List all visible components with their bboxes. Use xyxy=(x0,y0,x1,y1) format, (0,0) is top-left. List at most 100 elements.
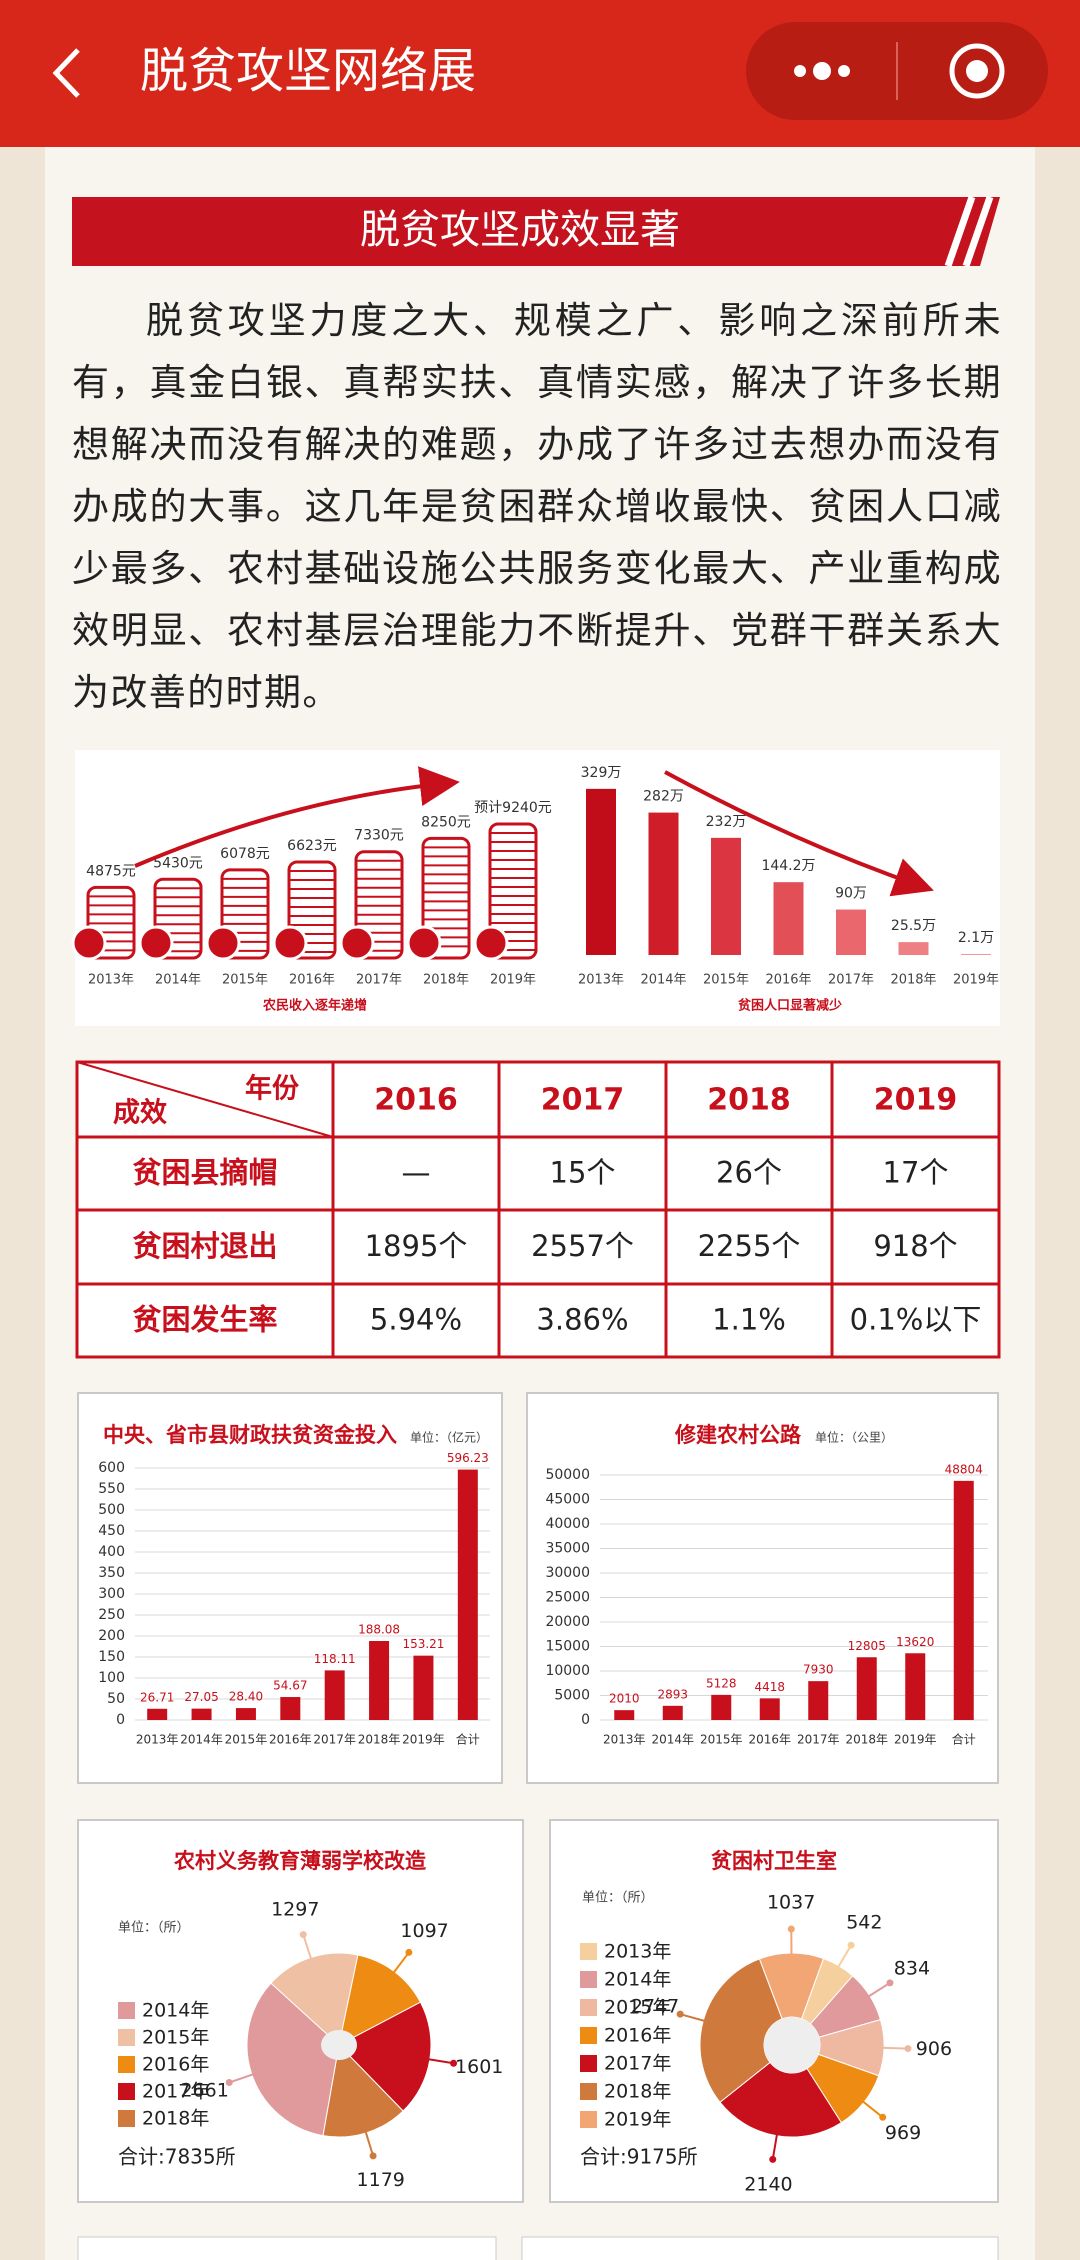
bar xyxy=(662,1705,683,1720)
legend-label: 2016年 xyxy=(604,2025,671,2047)
chart-total: 合计:9175所 xyxy=(580,2145,698,2169)
leader-line xyxy=(228,2071,258,2084)
value-label: 27.05 xyxy=(184,1690,218,1704)
x-tick-label: 2016年 xyxy=(748,1733,791,1747)
bar xyxy=(413,1655,434,1720)
x-tick-label: 2014年 xyxy=(180,1733,223,1747)
coin-icon xyxy=(138,925,174,961)
bar xyxy=(898,942,929,955)
y-tick-label: 15000 xyxy=(545,1639,590,1655)
table-column-header: 2019 xyxy=(874,1083,958,1118)
legend-swatch xyxy=(580,2083,597,2100)
bar xyxy=(147,1708,168,1720)
y-tick-label: 200 xyxy=(98,1628,125,1644)
x-tick-label: 2018年 xyxy=(423,973,469,988)
legend-label: 2017年 xyxy=(142,2081,209,2103)
chart-unit: 单位：（亿元） xyxy=(410,1430,488,1445)
leader-dot xyxy=(904,2045,912,2053)
legend-label: 2015年 xyxy=(142,2027,209,2049)
x-tick-label: 2013年 xyxy=(603,1733,646,1747)
value-label: 1037 xyxy=(767,1892,815,1914)
close-button[interactable] xyxy=(949,43,1005,99)
x-tick-label: 2017年 xyxy=(356,973,402,988)
coin-icon xyxy=(272,925,308,961)
value-label: 144.2万 xyxy=(761,858,815,874)
table-column-header: 2018 xyxy=(707,1083,791,1118)
legend-label: 2014年 xyxy=(142,2000,209,2022)
coin-icon xyxy=(339,925,375,961)
x-tick-label: 2014年 xyxy=(651,1733,694,1747)
x-tick-label: 2013年 xyxy=(88,973,134,988)
legend-swatch xyxy=(118,2002,135,2019)
next-card xyxy=(77,2236,497,2260)
x-tick-label: 2017年 xyxy=(828,973,874,988)
value-label: 2.1万 xyxy=(958,930,994,946)
table-corner-label: 成效 xyxy=(113,1098,167,1129)
table-cell: — xyxy=(402,1156,431,1190)
more-button[interactable] xyxy=(794,62,850,80)
legend-swatch xyxy=(118,2083,135,2100)
back-button[interactable] xyxy=(52,48,80,98)
leader-dot xyxy=(787,1925,795,1933)
table-cell: 2557个 xyxy=(531,1229,634,1263)
value-label: 2661 xyxy=(180,2079,228,2101)
x-tick-label: 2015年 xyxy=(222,973,268,988)
leader-line xyxy=(864,1982,891,2000)
chart-unit: 单位：（所） xyxy=(582,1891,654,1906)
table-cell: 17个 xyxy=(883,1156,949,1190)
value-label: 90万 xyxy=(835,886,867,902)
table-cell: 918个 xyxy=(873,1229,957,1263)
leader-dot xyxy=(405,1948,413,1956)
value-label: 13620 xyxy=(896,1635,934,1649)
x-tick-label: 2016年 xyxy=(289,973,335,988)
value-label: 8250元 xyxy=(421,814,471,830)
bar xyxy=(324,1670,345,1720)
bar xyxy=(759,1698,780,1720)
chart-card xyxy=(526,1392,999,1784)
bar xyxy=(457,1469,478,1720)
value-label: 5430元 xyxy=(153,855,203,871)
legend-label: 2016年 xyxy=(142,2054,209,2076)
table-cell: 1.1% xyxy=(712,1303,786,1337)
value-label: 4875元 xyxy=(86,863,136,879)
y-tick-label: 450 xyxy=(98,1523,125,1539)
x-tick-label: 合计 xyxy=(952,1732,976,1747)
table-cell: 0.1%以下 xyxy=(850,1303,982,1337)
value-label: 6623元 xyxy=(287,838,337,854)
y-tick-label: 500 xyxy=(98,1502,125,1518)
x-tick-label: 2015年 xyxy=(703,973,749,988)
bar xyxy=(280,1697,301,1720)
y-tick-label: 40000 xyxy=(545,1516,590,1532)
x-tick-label: 2019年 xyxy=(402,1733,445,1747)
leader-line xyxy=(302,1934,314,1964)
x-tick-label: 2019年 xyxy=(490,973,536,988)
bar xyxy=(369,1641,390,1720)
value-label: 28.40 xyxy=(229,1690,263,1704)
y-tick-label: 50000 xyxy=(545,1467,590,1483)
y-tick-label: 20000 xyxy=(545,1614,590,1630)
value-label: 2010 xyxy=(609,1692,640,1706)
bar xyxy=(648,812,679,955)
leader-dot xyxy=(225,2079,233,2087)
table-row-header: 贫困县摘帽 xyxy=(132,1156,277,1190)
y-tick-label: 10000 xyxy=(545,1663,590,1679)
y-tick-label: 5000 xyxy=(554,1688,590,1704)
page-title: 脱贫攻坚网络展 xyxy=(140,43,476,99)
value-label: 2747 xyxy=(631,1996,679,2018)
table-cell: 15个 xyxy=(550,1156,616,1190)
y-tick-label: 100 xyxy=(98,1670,125,1686)
x-tick-label: 2017年 xyxy=(797,1733,840,1747)
y-tick-label: 350 xyxy=(98,1565,125,1581)
value-label: 4418 xyxy=(754,1680,785,1694)
table-column-header: 2017 xyxy=(541,1083,625,1118)
section-banner xyxy=(72,197,1000,266)
value-label: 5128 xyxy=(706,1676,737,1690)
value-label: 153.21 xyxy=(402,1637,444,1651)
leader-line xyxy=(834,1944,852,1972)
leader-line xyxy=(363,2126,375,2157)
table-corner-label: 年份 xyxy=(245,1073,299,1105)
bar xyxy=(808,1681,829,1720)
legend-label: 2013年 xyxy=(604,1941,671,1963)
